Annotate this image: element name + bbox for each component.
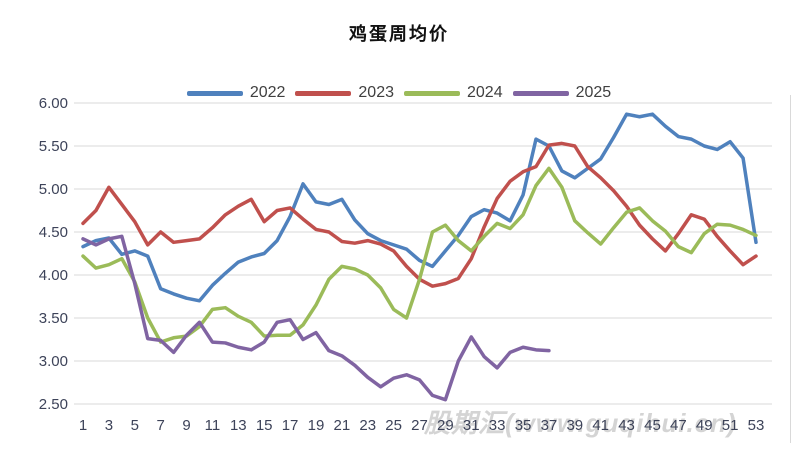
plot-right-border xyxy=(790,95,791,443)
chart-title: 鸡蛋周均价 xyxy=(349,24,449,44)
y-axis-tick-label: 3.50 xyxy=(39,310,68,327)
legend-label-2025: 2025 xyxy=(575,84,612,101)
x-axis-tick-label: 51 xyxy=(722,417,739,434)
x-axis-tick-label: 25 xyxy=(385,417,402,434)
legend-line-swatch-2024 xyxy=(404,90,460,96)
legend-item-2025: 2025 xyxy=(512,84,612,102)
x-axis-tick-label: 45 xyxy=(644,417,661,434)
series-line-2023 xyxy=(81,141,758,288)
x-axis-tick-label: 1 xyxy=(79,417,87,434)
x-axis-tick-label: 13 xyxy=(230,417,247,434)
x-axis-tick-label: 7 xyxy=(156,417,164,434)
x-axis-tick-label: 19 xyxy=(308,417,325,434)
y-axis-tick-label: 6.00 xyxy=(39,95,68,112)
y-axis-tick-label: 5.50 xyxy=(39,138,68,155)
y-axis-tick-label: 3.00 xyxy=(39,353,68,370)
x-axis-tick-label: 23 xyxy=(359,417,376,434)
series-line-2022 xyxy=(81,112,758,303)
legend-line-swatch-2022 xyxy=(186,90,243,96)
x-axis-tick-label: 49 xyxy=(696,417,713,434)
y-axis-tick-label: 4.50 xyxy=(39,224,68,241)
legend-line-swatch-2023 xyxy=(295,90,352,96)
series-line-2024 xyxy=(81,166,758,344)
legend-line-swatch-2025 xyxy=(512,90,569,96)
y-axis-tick-label: 2.50 xyxy=(39,396,68,413)
x-axis-tick-label: 17 xyxy=(282,417,299,434)
x-axis-tick-label: 31 xyxy=(463,417,480,434)
x-axis-tick-label: 35 xyxy=(515,417,532,434)
legend-item-2022: 2022 xyxy=(186,84,286,102)
x-axis-tick-label: 21 xyxy=(334,417,351,434)
legend-item-2024: 2024 xyxy=(404,84,503,102)
x-axis-tick-label: 11 xyxy=(205,417,221,434)
y-axis-tick-label: 5.00 xyxy=(39,181,68,198)
x-axis-tick-label: 33 xyxy=(489,417,506,434)
x-axis-tick-label: 47 xyxy=(670,417,687,434)
x-axis-tick-label: 53 xyxy=(748,417,765,434)
watermark-text: 股期汇(www.guqihui.cn) xyxy=(424,408,737,438)
x-axis-tick-label: 5 xyxy=(131,417,139,434)
legend-label-2023: 2023 xyxy=(358,84,394,101)
x-axis-tick-label: 15 xyxy=(256,417,273,434)
x-axis-tick-label: 43 xyxy=(618,417,635,434)
series-line-2025 xyxy=(81,234,551,402)
x-axis-tick-label: 9 xyxy=(182,417,190,434)
legend-item-2023: 2023 xyxy=(295,84,394,102)
x-axis-tick-label: 27 xyxy=(411,417,428,434)
x-axis-tick-label: 3 xyxy=(105,417,113,434)
legend-label-2024: 2024 xyxy=(467,84,503,101)
legend-label-2022: 2022 xyxy=(249,84,286,101)
x-axis-tick-label: 37 xyxy=(541,417,558,434)
x-axis-tick-label: 41 xyxy=(592,417,609,434)
chart-legend: 2022 2023 2024 2025 xyxy=(0,84,798,102)
y-axis-tick-label: 4.00 xyxy=(39,267,68,284)
x-axis-tick-label: 39 xyxy=(566,417,583,434)
x-axis-tick-label: 29 xyxy=(437,417,454,434)
